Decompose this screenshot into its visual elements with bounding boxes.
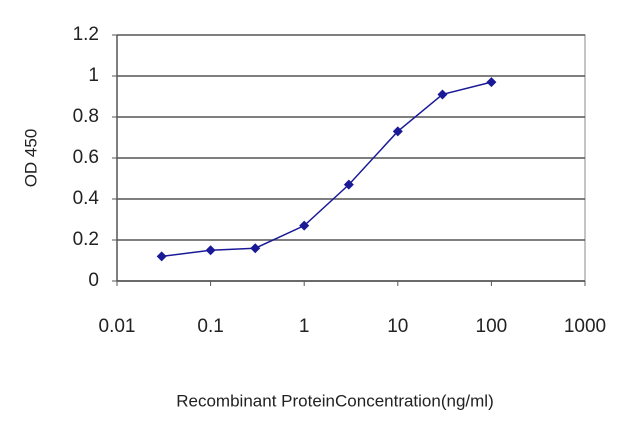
x-tick-label: 1000 — [564, 316, 606, 337]
data-point — [392, 126, 403, 137]
y-tick-label: 0.2 — [73, 229, 99, 250]
y-tick-label: 0.6 — [73, 147, 99, 168]
data-point — [250, 243, 261, 254]
y-tick-label: 1 — [88, 65, 99, 86]
x-tick-label: 1 — [299, 316, 310, 337]
x-axis-title: Recombinant ProteinConcentration(ng/ml) — [176, 391, 494, 410]
data-point — [486, 77, 497, 88]
y-tick-label: 0 — [88, 270, 99, 291]
series-line — [161, 81, 492, 258]
x-tick-label: 100 — [476, 316, 508, 337]
x-tick-label: 10 — [387, 316, 408, 337]
y-tick-label: 1.2 — [73, 24, 99, 45]
data-point — [205, 245, 216, 256]
data-point — [299, 220, 310, 231]
x-tick-label: 0.1 — [197, 316, 223, 337]
data-point — [437, 89, 448, 100]
y-tick-label: 0.4 — [73, 188, 100, 209]
x-tick-label: 0.01 — [99, 316, 136, 337]
data-point — [156, 251, 167, 262]
y-tick-label: 0.8 — [73, 106, 99, 127]
y-axis-title: OD 450 — [21, 129, 40, 188]
data-point — [343, 179, 354, 190]
